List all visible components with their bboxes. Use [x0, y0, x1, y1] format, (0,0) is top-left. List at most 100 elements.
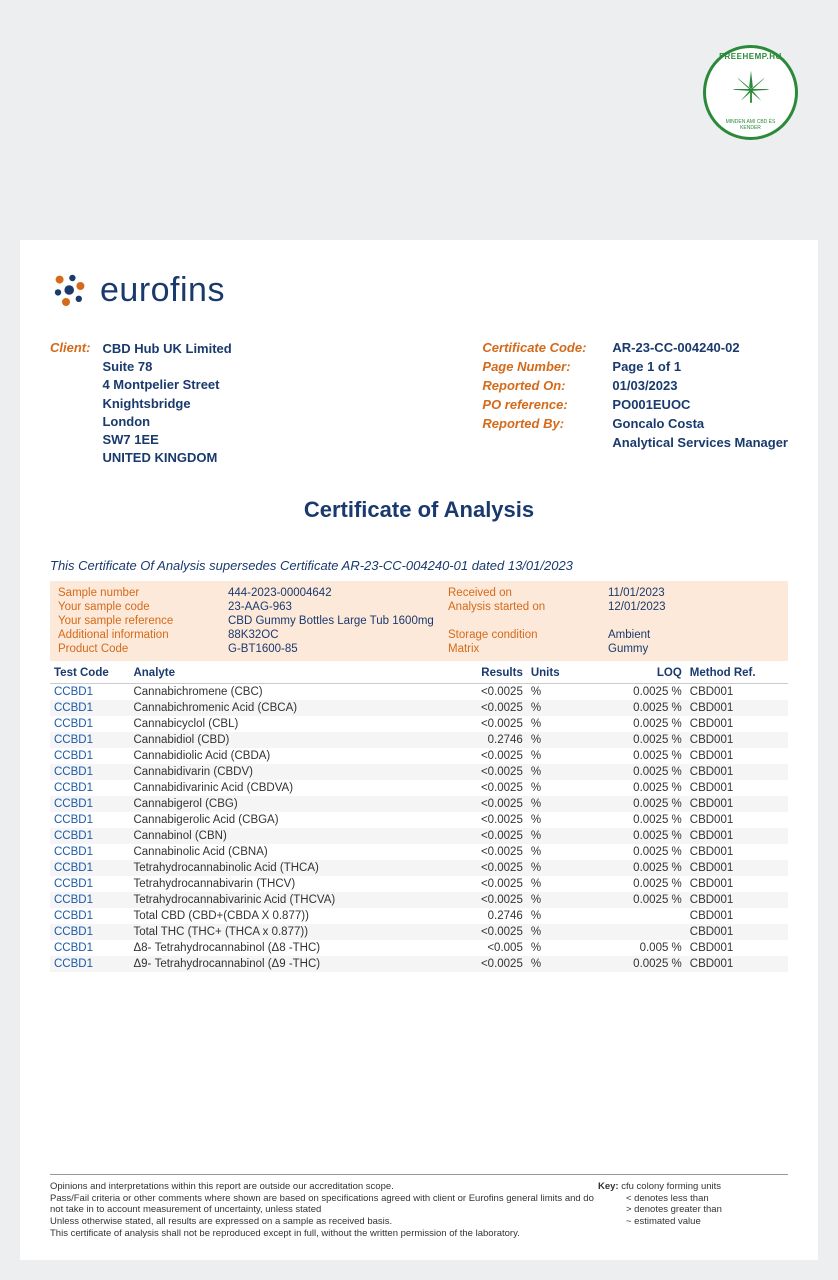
- cert-label: Reported By:: [482, 416, 612, 431]
- cell-loq: 0.0025 %: [584, 684, 686, 701]
- cert-value: AR-23-CC-004240-02: [612, 340, 739, 355]
- client-block: Client: CBD Hub UK LimitedSuite 784 Mont…: [50, 340, 232, 467]
- cert-info-row: Reported On: 01/03/2023: [482, 378, 788, 393]
- sample-value: Ambient: [608, 629, 758, 641]
- cert-value: 01/03/2023: [612, 378, 677, 393]
- cell-units: %: [527, 876, 584, 892]
- cell-loq: 0.0025 %: [584, 796, 686, 812]
- cell-loq: 0.0025 %: [584, 700, 686, 716]
- cell-test-code: CCBD1: [50, 892, 129, 908]
- cell-analyte: Cannabidivarin (CBDV): [129, 764, 447, 780]
- footer-key: Key: cfu colony forming units< denotes l…: [598, 1181, 788, 1240]
- client-address-line: UNITED KINGDOM: [102, 449, 231, 467]
- table-row: CCBD1 Tetrahydrocannabivarin (THCV) <0.0…: [50, 876, 788, 892]
- sample-label: [448, 615, 608, 627]
- cell-results: <0.0025: [447, 828, 526, 844]
- cell-results: <0.0025: [447, 780, 526, 796]
- table-row: CCBD1 Total CBD (CBD+(CBDA X 0.877)) 0.2…: [50, 908, 788, 924]
- cell-analyte: Δ8- Tetrahydrocannabinol (Δ8 -THC): [129, 940, 447, 956]
- client-address-line: Suite 78: [102, 358, 231, 376]
- cell-method: CBD001: [686, 924, 788, 940]
- cert-label: PO reference:: [482, 397, 612, 412]
- cell-units: %: [527, 956, 584, 972]
- cell-method: CBD001: [686, 908, 788, 924]
- cell-loq: 0.0025 %: [584, 956, 686, 972]
- cell-loq: 0.0025 %: [584, 764, 686, 780]
- client-address-line: 4 Montpelier Street: [102, 376, 231, 394]
- cell-loq: 0.0025 %: [584, 780, 686, 796]
- table-row: CCBD1 Cannabicyclol (CBL) <0.0025 % 0.00…: [50, 716, 788, 732]
- certificate-info-block: Certificate Code: AR-23-CC-004240-02 Pag…: [482, 340, 788, 467]
- watermark-stamp: FREEHEMP.HU MINDEN AMI CBD ÉS KENDER: [703, 45, 798, 140]
- cell-results: <0.0025: [447, 924, 526, 940]
- cell-results: <0.0025: [447, 844, 526, 860]
- sample-label: Your sample reference: [58, 615, 228, 627]
- cell-method: CBD001: [686, 748, 788, 764]
- cell-test-code: CCBD1: [50, 748, 129, 764]
- cert-value: Page 1 of 1: [612, 359, 681, 374]
- cell-loq: 0.0025 %: [584, 748, 686, 764]
- cert-value: Analytical Services Manager: [612, 435, 788, 450]
- cert-value: Goncalo Costa: [612, 416, 704, 431]
- cell-method: CBD001: [686, 828, 788, 844]
- cell-test-code: CCBD1: [50, 876, 129, 892]
- table-row: CCBD1 Total THC (THC+ (THCA x 0.877)) <0…: [50, 924, 788, 940]
- cell-units: %: [527, 716, 584, 732]
- sample-label: Storage condition: [448, 629, 608, 641]
- table-row: CCBD1 Cannabidivarinic Acid (CBDVA) <0.0…: [50, 780, 788, 796]
- footer-disclaimer: Opinions and interpretations within this…: [50, 1181, 598, 1240]
- cell-analyte: Cannabichromenic Acid (CBCA): [129, 700, 447, 716]
- cell-test-code: CCBD1: [50, 812, 129, 828]
- cell-loq: [584, 908, 686, 924]
- client-address-line: CBD Hub UK Limited: [102, 340, 231, 358]
- sample-label: Additional information: [58, 629, 228, 641]
- cell-analyte: Total CBD (CBD+(CBDA X 0.877)): [129, 908, 447, 924]
- cell-method: CBD001: [686, 716, 788, 732]
- table-row: CCBD1 Cannabidiol (CBD) 0.2746 % 0.0025 …: [50, 732, 788, 748]
- cell-results: <0.005: [447, 940, 526, 956]
- sample-value: G-BT1600-85: [228, 643, 448, 655]
- cell-method: CBD001: [686, 956, 788, 972]
- cell-results: <0.0025: [447, 956, 526, 972]
- cell-analyte: Cannabidiol (CBD): [129, 732, 447, 748]
- cert-info-row: PO reference: PO001EUOC: [482, 397, 788, 412]
- cell-results: <0.0025: [447, 748, 526, 764]
- cell-analyte: Tetrahydrocannabivarinic Acid (THCVA): [129, 892, 447, 908]
- cell-analyte: Cannabinolic Acid (CBNA): [129, 844, 447, 860]
- cert-info-row: Certificate Code: AR-23-CC-004240-02: [482, 340, 788, 355]
- cell-test-code: CCBD1: [50, 956, 129, 972]
- cell-test-code: CCBD1: [50, 700, 129, 716]
- cell-loq: 0.0025 %: [584, 876, 686, 892]
- cell-method: CBD001: [686, 892, 788, 908]
- cell-units: %: [527, 828, 584, 844]
- cell-analyte: Cannabidivarinic Acid (CBDVA): [129, 780, 447, 796]
- cell-method: CBD001: [686, 780, 788, 796]
- eurofins-logo-text: eurofins: [100, 271, 225, 310]
- footer-line: Unless otherwise stated, all results are…: [50, 1216, 598, 1228]
- cell-results: <0.0025: [447, 892, 526, 908]
- cell-results: <0.0025: [447, 716, 526, 732]
- table-row: CCBD1 Cannabichromene (CBC) <0.0025 % 0.…: [50, 684, 788, 701]
- cell-units: %: [527, 748, 584, 764]
- sample-label: Analysis started on: [448, 601, 608, 613]
- cell-results: 0.2746: [447, 732, 526, 748]
- col-results: Results: [447, 663, 526, 684]
- cell-loq: 0.0025 %: [584, 892, 686, 908]
- footer-key-line: < denotes less than: [598, 1193, 788, 1205]
- cell-units: %: [527, 940, 584, 956]
- cell-method: CBD001: [686, 860, 788, 876]
- cell-results: <0.0025: [447, 812, 526, 828]
- cell-method: CBD001: [686, 684, 788, 701]
- cert-info-row: Analytical Services Manager: [482, 435, 788, 450]
- sample-info-box: Sample number 444-2023-00004642 Received…: [50, 581, 788, 661]
- cell-loq: 0.0025 %: [584, 828, 686, 844]
- cert-info-row: Page Number: Page 1 of 1: [482, 359, 788, 374]
- cell-method: CBD001: [686, 732, 788, 748]
- cell-units: %: [527, 908, 584, 924]
- cell-loq: 0.005 %: [584, 940, 686, 956]
- cell-loq: 0.0025 %: [584, 716, 686, 732]
- cell-analyte: Cannabinol (CBN): [129, 828, 447, 844]
- eurofins-logo-icon: [50, 270, 90, 310]
- cell-results: <0.0025: [447, 684, 526, 701]
- company-logo: eurofins: [50, 270, 788, 310]
